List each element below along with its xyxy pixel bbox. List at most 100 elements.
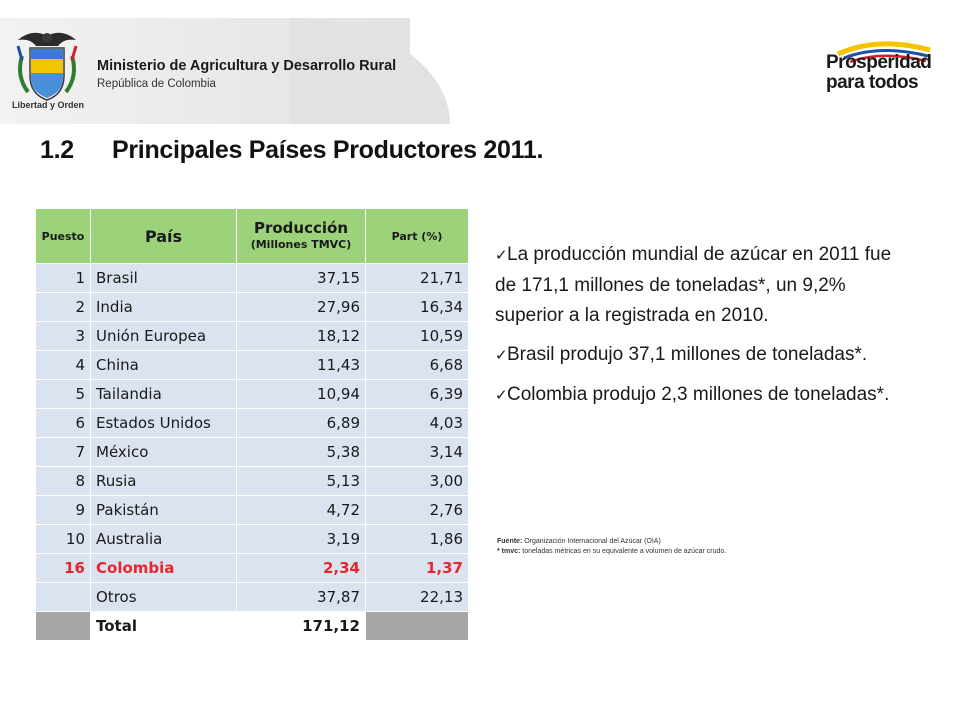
- cell-share: 3,00: [365, 466, 469, 496]
- table-row: 8 Rusia 5,13 3,00: [35, 466, 469, 496]
- cell-share: 22,13: [365, 582, 469, 612]
- header-band: Libertad y Orden Ministerio de Agricultu…: [0, 0, 960, 124]
- table-total-row: Total 171,12: [35, 611, 469, 641]
- header-production-label: Producción: [253, 219, 349, 237]
- cell-country: Colombia: [90, 553, 237, 583]
- cell-country: Pakistán: [90, 495, 237, 525]
- cell-rank: 9: [35, 495, 91, 525]
- bullet-text: La producción mundial de azúcar en 2011 …: [495, 244, 892, 326]
- cell-rank: 10: [35, 524, 91, 554]
- cell-share: 2,76: [365, 495, 469, 525]
- table-row: 2 India 27,96 16,34: [35, 292, 469, 322]
- tmvc-line: * tmvc: toneladas métricas en su equival…: [497, 547, 917, 557]
- ministry-name: Ministerio de Agricultura y Desarrollo R…: [97, 58, 397, 74]
- cell-total-label: Total: [90, 611, 237, 641]
- cell-country: India: [90, 292, 237, 322]
- tmvc-text: toneladas métricas en su equivalente a v…: [522, 548, 727, 555]
- cell-production: 10,94: [236, 379, 366, 409]
- cell-rank: 3: [35, 321, 91, 351]
- table-row: 3 Unión Europea 18,12 10,59: [35, 321, 469, 351]
- table-row: 4 China 11,43 6,68: [35, 350, 469, 380]
- table-row: 6 Estados Unidos 6,89 4,03: [35, 408, 469, 438]
- cell-rank: [35, 582, 91, 612]
- logo-text-line2: para todos: [826, 72, 919, 93]
- slide-title: 1.2 Principales Países Productores 2011.: [40, 136, 543, 165]
- production-table: Puesto País Producción (Millones TMVC) P…: [35, 208, 469, 641]
- tmvc-label: * tmvc:: [497, 548, 521, 555]
- coat-of-arms-icon: [16, 32, 78, 101]
- source-text: Organización Internacional del Azúcar (O…: [524, 538, 661, 545]
- table-row: 9 Pakistán 4,72 2,76: [35, 495, 469, 525]
- cell-country: Tailandia: [90, 379, 237, 409]
- motto: Libertad y Orden: [11, 100, 84, 110]
- cell-country: China: [90, 350, 237, 380]
- bullet-text: Brasil produjo 37,1 millones de tonelada…: [507, 344, 868, 365]
- cell-share: 6,39: [365, 379, 469, 409]
- header-production-unit: (Millones TMVC): [250, 238, 352, 251]
- header-production: Producción (Millones TMVC): [236, 208, 366, 264]
- header-country: País: [90, 208, 237, 264]
- logo-text-line1: Prosperidad: [826, 52, 932, 73]
- checkmark-icon: ✓: [495, 347, 508, 364]
- source-line: Fuente: Organización Internacional del A…: [497, 537, 917, 547]
- source-note: Fuente: Organización Internacional del A…: [497, 537, 917, 557]
- cell-country: México: [90, 437, 237, 467]
- table-row: 5 Tailandia 10,94 6,39: [35, 379, 469, 409]
- cell-rank: 1: [35, 263, 91, 293]
- cell-production: 11,43: [236, 350, 366, 380]
- cell-share: 16,34: [365, 292, 469, 322]
- cell-production: 2,34: [236, 553, 366, 583]
- table-header-row: Puesto País Producción (Millones TMVC) P…: [35, 208, 469, 264]
- table-row: 7 México 5,38 3,14: [35, 437, 469, 467]
- prosperidad-logo: Prosperidad para todos: [818, 40, 938, 110]
- cell-rank: 6: [35, 408, 91, 438]
- table-row: Otros 37,87 22,13: [35, 582, 469, 612]
- cell-country: Brasil: [90, 263, 237, 293]
- bullet-item: ✓Colombia produjo 2,3 millones de tonela…: [495, 380, 915, 411]
- cell-share: 3,14: [365, 437, 469, 467]
- cell-country: Rusia: [90, 466, 237, 496]
- title-text: Principales Países Productores 2011.: [112, 136, 544, 164]
- cell-country: Australia: [90, 524, 237, 554]
- bullet-text: Colombia produjo 2,3 millones de tonelad…: [507, 384, 890, 405]
- title-number: 1.2: [40, 136, 74, 164]
- cell-share: 4,03: [365, 408, 469, 438]
- bullet-list: ✓ La producción mundial de azúcar en 2011…: [495, 240, 915, 420]
- logo-arc-icon: [836, 41, 931, 64]
- republic-name: República de Colombia: [97, 78, 216, 90]
- cell-rank: 5: [35, 379, 91, 409]
- cell-production: 5,38: [236, 437, 366, 467]
- source-label: Fuente:: [497, 538, 523, 545]
- cell-share: 6,68: [365, 350, 469, 380]
- cell-country: Estados Unidos: [90, 408, 237, 438]
- checkmark-icon: ✓: [495, 387, 508, 404]
- cell-country: Unión Europea: [90, 321, 237, 351]
- cell-rank: 2: [35, 292, 91, 322]
- cell-total-share-empty: [365, 611, 469, 641]
- table-row-colombia: 16 Colombia 2,34 1,37: [35, 553, 469, 583]
- table-row: 10 Australia 3,19 1,86: [35, 524, 469, 554]
- cell-total-production: 171,12: [236, 611, 366, 641]
- cell-production: 18,12: [236, 321, 366, 351]
- cell-share: 10,59: [365, 321, 469, 351]
- table-row: 1 Brasil 37,15 21,71: [35, 263, 469, 293]
- cell-share: 1,37: [365, 553, 469, 583]
- cell-rank: 16: [35, 553, 91, 583]
- header-rank: Puesto: [35, 208, 91, 264]
- cell-country: Otros: [90, 582, 237, 612]
- cell-production: 37,15: [236, 263, 366, 293]
- cell-rank: 4: [35, 350, 91, 380]
- cell-share: 21,71: [365, 263, 469, 293]
- cell-production: 6,89: [236, 408, 366, 438]
- cell-production: 3,19: [236, 524, 366, 554]
- cell-production: 27,96: [236, 292, 366, 322]
- cell-total-empty: [35, 611, 91, 641]
- cell-production: 5,13: [236, 466, 366, 496]
- cell-rank: 8: [35, 466, 91, 496]
- cell-production: 37,87: [236, 582, 366, 612]
- header-share: Part (%): [365, 208, 469, 264]
- bullet-item: ✓La producción mundial de azúcar en 2011…: [495, 240, 915, 331]
- bullet-item: ✓Brasil produjo 37,1 millones de tonelad…: [495, 340, 915, 371]
- cell-production: 4,72: [236, 495, 366, 525]
- cell-share: 1,86: [365, 524, 469, 554]
